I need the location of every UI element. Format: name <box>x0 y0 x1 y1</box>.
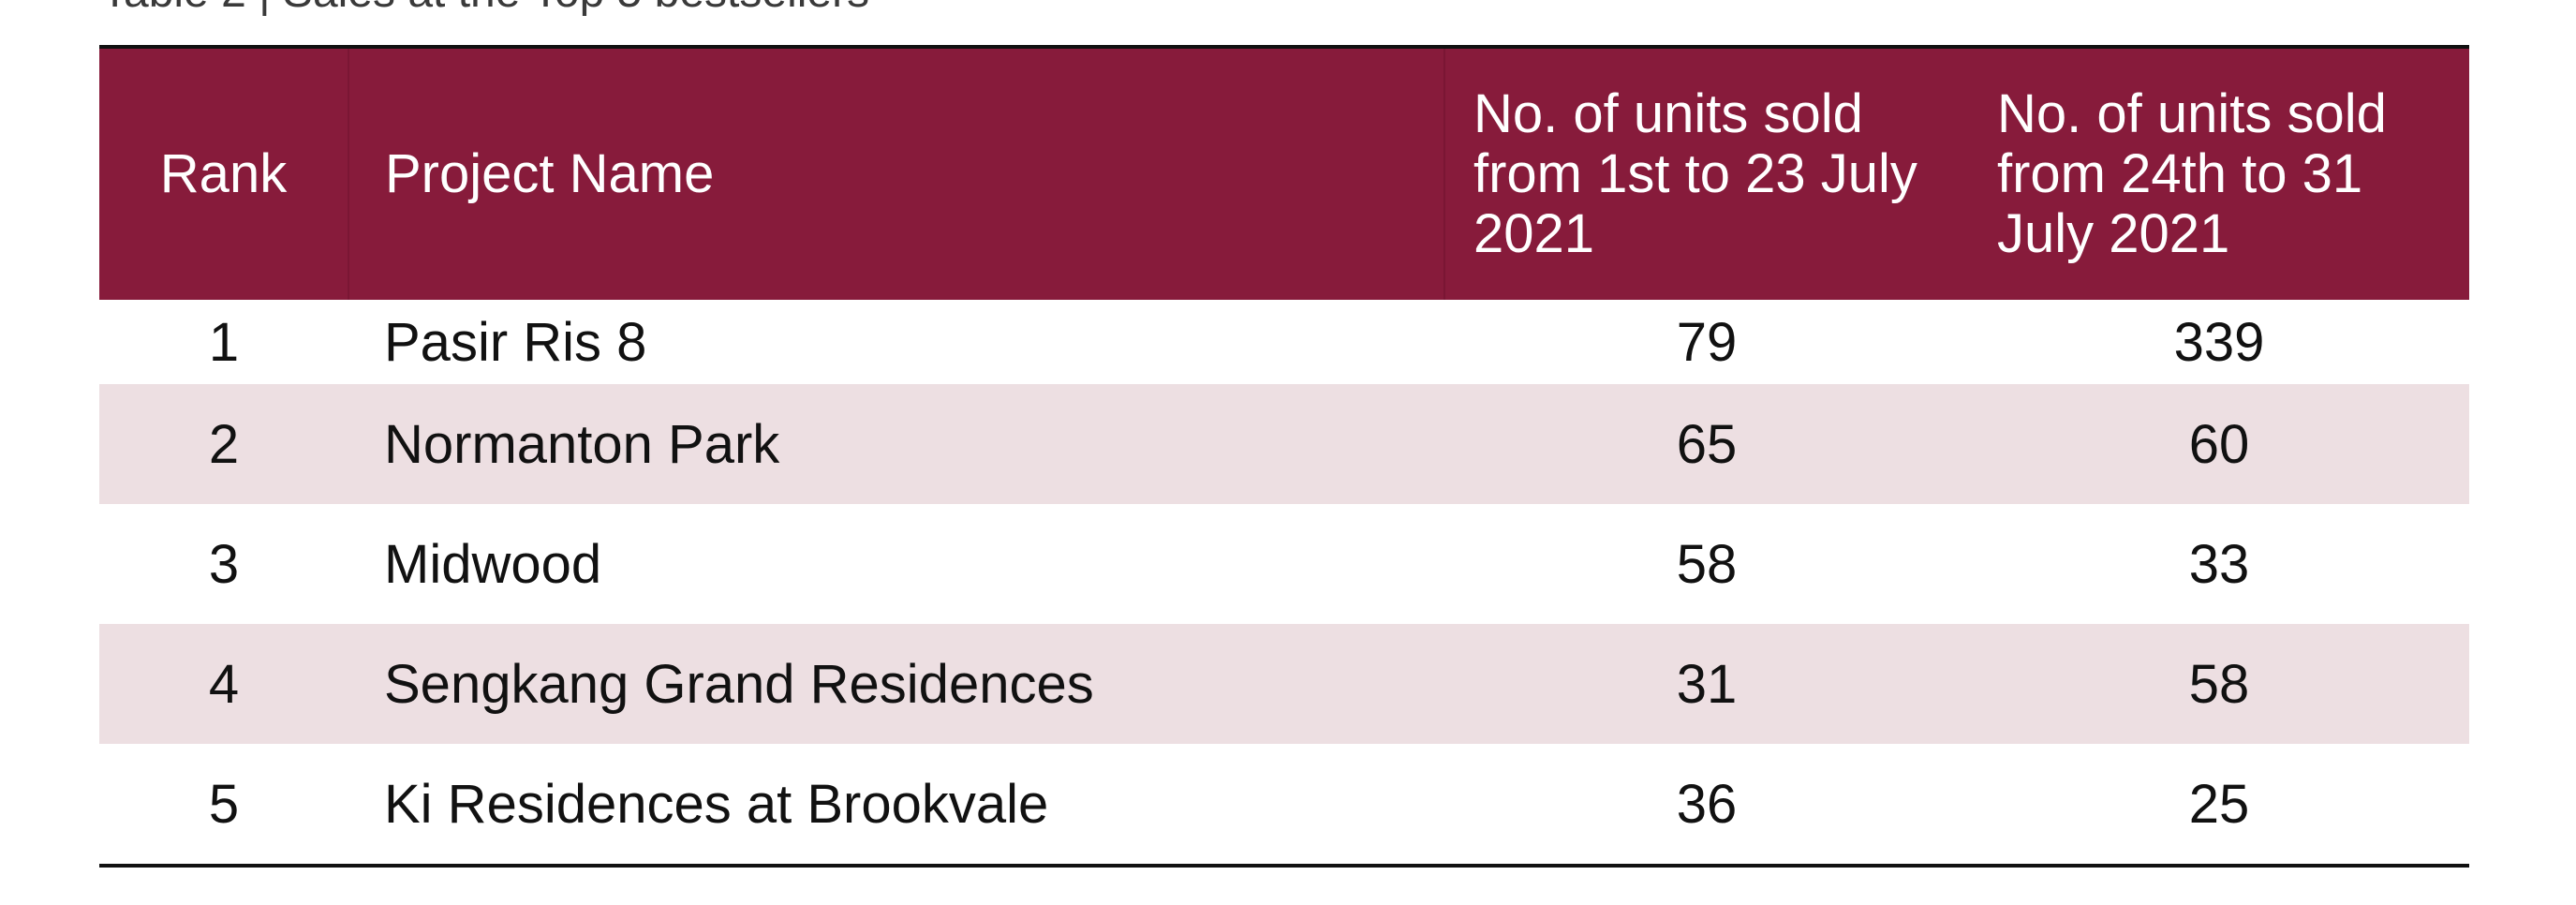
cell-project: Sengkang Grand Residences <box>348 624 1444 744</box>
table-caption: Table 2 | Sales at the Top 5 bestsellers <box>101 0 869 15</box>
cell-project: Pasir Ris 8 <box>384 311 647 373</box>
cell-sold-24-31: 25 <box>2188 773 2250 835</box>
header-rank: Rank <box>99 49 348 300</box>
table-row: 5 Ki Residences at Brookvale 36 25 <box>99 744 2469 864</box>
top-rule <box>99 45 2469 49</box>
cell-project: Midwood <box>384 533 602 595</box>
cell-rank: 2 <box>99 384 348 504</box>
cell-rank: 1 <box>208 311 240 373</box>
table-row: 3 Midwood 58 33 <box>99 504 2469 624</box>
header-units-1-23-july: No. of units sold from 1st to 23 July 20… <box>1443 49 1969 300</box>
cell-sold-1-23: 31 <box>1444 624 1969 744</box>
cell-sold-24-31: 58 <box>1969 624 2469 744</box>
sales-table-container: Rank Project Name No. of units sold from… <box>99 45 2469 868</box>
cell-project: Ki Residences at Brookvale <box>384 773 1049 835</box>
cell-sold-1-23: 58 <box>1676 533 1738 595</box>
table-row: 4 Sengkang Grand Residences 31 58 <box>99 624 2469 744</box>
header-row: Rank Project Name No. of units sold from… <box>99 49 2469 300</box>
bottom-rule <box>99 864 2469 868</box>
cell-rank: 3 <box>208 533 240 595</box>
bestsellers-table: Rank Project Name No. of units sold from… <box>99 49 2469 864</box>
table-row: 1 Pasir Ris 8 79 339 <box>99 300 2469 384</box>
cell-project: Normanton Park <box>348 384 1444 504</box>
cell-rank: 5 <box>208 773 240 835</box>
header-units-24-31-july: No. of units sold from 24th to 31 July 2… <box>1969 49 2469 300</box>
cell-sold-1-23: 65 <box>1444 384 1969 504</box>
cell-sold-24-31: 33 <box>2188 533 2250 595</box>
cell-rank: 4 <box>99 624 348 744</box>
cell-sold-24-31: 60 <box>1969 384 2469 504</box>
cell-sold-1-23: 36 <box>1676 773 1738 835</box>
cell-sold-1-23: 79 <box>1676 311 1738 373</box>
cell-sold-24-31: 339 <box>2173 311 2265 373</box>
header-project-name: Project Name <box>348 49 1444 300</box>
table-row: 2 Normanton Park 65 60 <box>99 384 2469 504</box>
